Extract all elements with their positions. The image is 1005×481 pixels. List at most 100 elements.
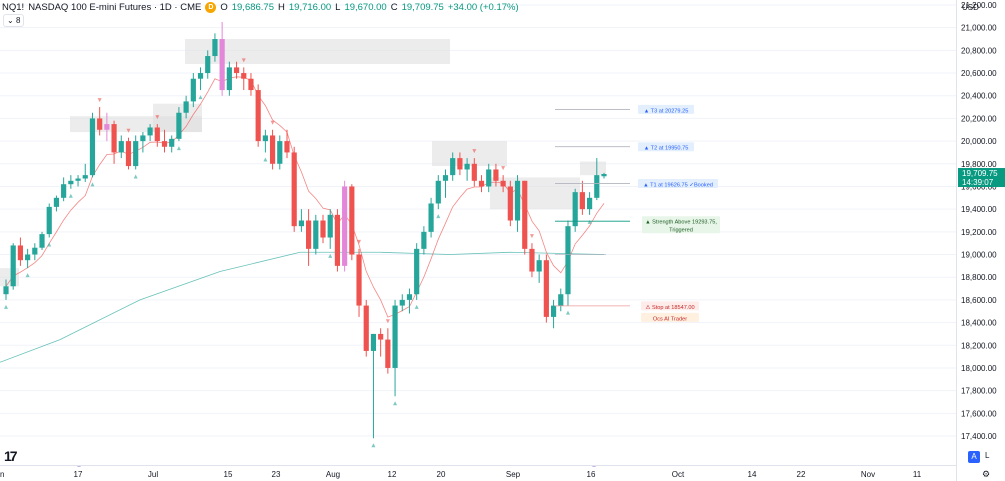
- candle-body: [334, 214, 341, 266]
- buy-marker: [25, 273, 30, 278]
- candle-body: [97, 118, 103, 130]
- candle-body: [601, 173, 607, 177]
- candle-body: [205, 56, 211, 74]
- candle-body: [550, 305, 557, 317]
- ema-slow-line: [0, 251, 605, 363]
- currency-label[interactable]: USD: [962, 3, 979, 12]
- candle-body: [327, 214, 333, 238]
- candle-body: [421, 231, 427, 249]
- candle-body: [464, 163, 470, 170]
- target-1-label: ▲ T1 at 19626.75 ✓Booked: [638, 178, 718, 188]
- candle-body: [586, 197, 593, 210]
- time-tick-label: 17: [74, 470, 83, 479]
- buy-marker: [371, 443, 376, 448]
- candle-body: [68, 180, 74, 185]
- target-1-label-text: ▲ T1 at 19626.75 ✓Booked: [643, 182, 713, 188]
- candle-body: [133, 141, 139, 167]
- time-tick-label: 20: [437, 470, 446, 479]
- candle-body: [450, 158, 456, 176]
- candle-body: [147, 127, 153, 136]
- candle-body: [414, 248, 420, 295]
- candle-body: [111, 124, 117, 153]
- candle-body: [392, 305, 398, 368]
- indicators-collapse-button[interactable]: ⌄ 8: [3, 14, 25, 27]
- buy-marker: [414, 304, 419, 309]
- candle-body: [457, 158, 463, 170]
- candle-body: [522, 180, 528, 249]
- price-tick-label: 20,600.00: [961, 69, 997, 78]
- candle-body: [161, 141, 168, 147]
- price-tick-label: 19,200.00: [961, 228, 997, 237]
- gear-icon[interactable]: ⚙: [982, 469, 991, 479]
- trader-label-text: Ocs AI Trader: [653, 316, 687, 322]
- price-tick-label: 20,400.00: [961, 92, 997, 101]
- sell-marker: [529, 234, 534, 239]
- time-tick-label: Nov: [861, 470, 875, 479]
- time-tick-label: 22: [797, 470, 806, 479]
- strength-label-text: Triggered: [669, 228, 693, 234]
- buy-marker: [565, 310, 570, 315]
- candle-body: [378, 333, 384, 340]
- buy-marker: [328, 253, 333, 258]
- time-axis[interactable]: n 17 Jul 15 23 Aug 12 20 Sep 16 Oct 14 22 Nov 11: [0, 455, 956, 481]
- target-2-label: ▲ T2 at 19950.75: [638, 142, 694, 152]
- log-scale-button[interactable]: L: [985, 451, 990, 460]
- candle-body: [529, 248, 535, 272]
- price-tick-label: 17,400.00: [961, 432, 997, 441]
- time-tick-label: 12: [388, 470, 397, 479]
- candle-body: [536, 260, 542, 272]
- candle-body: [61, 184, 67, 198]
- zone-box: [580, 161, 606, 176]
- buy-marker: [436, 214, 441, 219]
- candle-body: [53, 197, 60, 207]
- delayed-badge[interactable]: D: [205, 2, 217, 13]
- buy-marker: [133, 174, 138, 179]
- sell-marker: [97, 98, 102, 103]
- candle-body: [565, 226, 571, 295]
- candle-body: [471, 163, 477, 181]
- sell-marker: [357, 239, 362, 244]
- candle-body: [486, 169, 492, 187]
- price-tick-label: 17,800.00: [961, 387, 997, 396]
- time-axis-svg: n 17 Jul 15 23 Aug 12 20 Sep 16 Oct 14 22 Nov 11: [0, 455, 922, 479]
- price-axis[interactable]: 17,400.00 17,600.00 17,800.00 18,000.00 18,2…: [956, 0, 1005, 481]
- candle-body: [428, 203, 434, 232]
- candle-body: [75, 178, 81, 181]
- candle-body: [406, 294, 413, 300]
- price-tick-label: 17,600.00: [961, 409, 997, 418]
- symbol-label[interactable]: NQ1!: [2, 2, 25, 13]
- candle-body: [140, 135, 146, 142]
- price-tick-label: 18,600.00: [961, 296, 997, 305]
- candle-body: [183, 101, 189, 113]
- candle-body: [493, 169, 499, 181]
- candle-body: [313, 220, 319, 249]
- time-tick-label: Sep: [506, 470, 521, 479]
- buy-marker: [263, 157, 268, 162]
- candle-body: [507, 186, 513, 221]
- candle-body: [385, 339, 391, 368]
- strength-label-text: ▲ Strength Above 19293.75,: [645, 220, 717, 226]
- candle-body: [342, 186, 348, 266]
- buy-marker: [47, 242, 52, 247]
- tradingview-logo[interactable]: 17: [4, 448, 18, 464]
- time-tick-label: 23: [272, 470, 281, 479]
- candle-body: [442, 175, 449, 181]
- candle-body: [118, 141, 124, 153]
- auto-scale-button[interactable]: A: [968, 451, 980, 463]
- last-price-countdown: 14:39:07: [962, 178, 994, 187]
- last-price-tag: [958, 168, 1005, 188]
- symbol-description: NASDAQ 100 E-mini Futures · 1D · CME: [28, 2, 202, 13]
- candle-body: [435, 180, 441, 204]
- sell-marker: [241, 58, 246, 63]
- high-value: 19,716.00: [288, 2, 332, 13]
- candle-body: [46, 206, 52, 235]
- candle-body: [349, 186, 355, 255]
- candle-body: [17, 245, 24, 261]
- price-tick-label: 21,000.00: [961, 24, 997, 33]
- trader-label: Ocs AI Trader: [641, 312, 699, 322]
- price-chart[interactable]: ▲ T3 at 20279.25 ▲ T2 at 19950.75 ▲ T1 at …: [0, 0, 956, 465]
- candle-body: [241, 73, 247, 79]
- chart-area[interactable]: ▲ T3 at 20279.25 ▲ T2 at 19950.75 ▲ T1 at …: [0, 0, 956, 465]
- buy-marker: [68, 193, 73, 198]
- stop-label-text: ⚠ Stop at 18547.00: [645, 304, 694, 311]
